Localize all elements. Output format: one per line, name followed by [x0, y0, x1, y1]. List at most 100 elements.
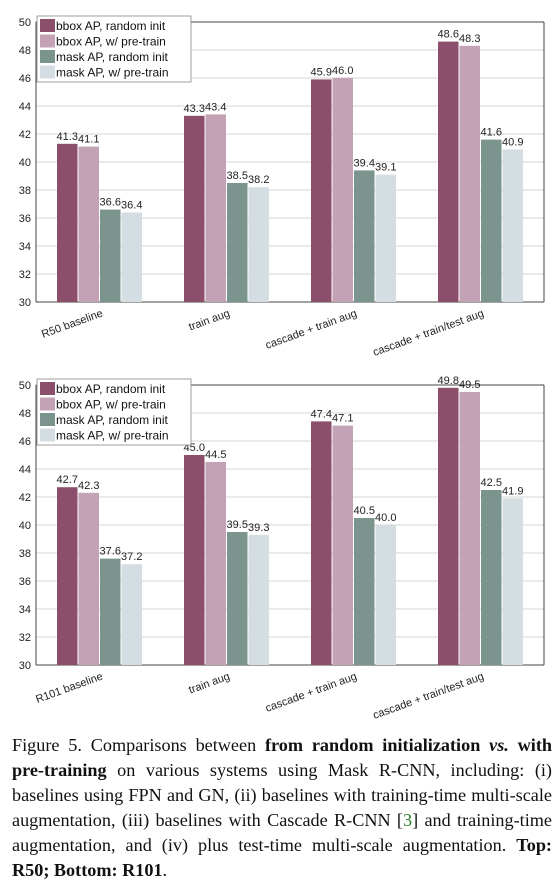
data-label: 42.7 — [57, 474, 78, 486]
y-tick-label: 30 — [19, 297, 31, 309]
data-label: 48.3 — [459, 33, 480, 45]
y-tick-label: 34 — [19, 241, 31, 253]
chart-top-r50: 30 32 34 36 38 40 42 44 46 48 50 41.3 41.1 36.6 36.4 R5… — [19, 15, 545, 359]
data-label: 42.3 — [78, 480, 99, 492]
data-label: 40.9 — [502, 136, 523, 148]
bar — [332, 425, 353, 665]
caption-text-2: on various systems using Mask R-CNN, inc… — [12, 760, 552, 830]
bar — [100, 209, 121, 302]
bar — [57, 487, 78, 665]
bar — [121, 212, 142, 302]
data-label: 43.4 — [205, 101, 226, 113]
data-label: 36.6 — [100, 197, 121, 209]
data-label: 47.1 — [332, 413, 353, 425]
bar — [332, 78, 353, 302]
legend-swatch — [40, 50, 55, 63]
bar — [481, 139, 502, 302]
caption-bold-3: Top: R50; Bottom: R101 — [12, 835, 552, 880]
data-label: 40.0 — [375, 512, 396, 524]
bar — [227, 532, 248, 665]
y-tick-label: 46 — [19, 436, 31, 448]
data-label: 48.6 — [438, 29, 459, 41]
y-tick-label: 46 — [19, 73, 31, 85]
bar — [205, 114, 226, 303]
bar — [354, 170, 375, 302]
caption-text-4: . — [162, 860, 168, 880]
legend-box — [36, 15, 192, 83]
legend-label: bbox AP, w/ pre-train — [56, 35, 166, 49]
data-label: 38.5 — [227, 170, 248, 182]
data-label: 43.3 — [184, 103, 205, 115]
legend-label: bbox AP, w/ pre-train — [56, 398, 166, 412]
bar — [227, 183, 248, 302]
data-label: 41.9 — [502, 485, 523, 497]
bar — [459, 45, 480, 303]
y-tick-label: 36 — [19, 576, 31, 588]
data-label: 36.4 — [121, 199, 142, 211]
data-label: 38.2 — [248, 174, 269, 186]
legend-swatch — [40, 397, 55, 411]
y-tick-label: 48 — [19, 408, 31, 420]
bar — [502, 498, 523, 665]
legend-box — [36, 378, 192, 446]
y-tick-label: 32 — [19, 269, 31, 281]
data-label: 39.4 — [354, 157, 375, 169]
y-tick-label: 42 — [19, 129, 31, 141]
bar — [78, 492, 99, 665]
bar — [121, 564, 142, 665]
y-tick-label: 32 — [19, 632, 31, 644]
bar — [184, 115, 205, 302]
figure-caption: Figure 5. Comparisons between from rando… — [12, 733, 552, 883]
x-tick-label: cascade + train aug — [264, 308, 359, 352]
y-tick-label: 38 — [19, 548, 31, 560]
bar — [375, 174, 396, 302]
legend-label: mask AP, w/ pre-train — [56, 66, 169, 80]
data-label: 37.2 — [121, 551, 142, 563]
bar — [311, 79, 332, 303]
data-label: 41.1 — [78, 134, 99, 146]
legend-label: mask AP, w/ pre-train — [56, 429, 169, 443]
legend-label: mask AP, random init — [56, 413, 168, 427]
bar — [459, 392, 480, 665]
data-label: 47.4 — [311, 408, 332, 420]
y-tick-label: 34 — [19, 604, 31, 616]
bar — [311, 421, 332, 665]
caption-citation[interactable]: 3 — [402, 810, 413, 830]
legend-label: bbox AP, random init — [56, 382, 166, 396]
bar — [184, 455, 205, 665]
data-label: 45.9 — [311, 66, 332, 78]
x-tick-label: cascade + train/test aug — [371, 308, 485, 359]
x-tick-label: R101 baseline — [34, 671, 104, 706]
bar — [438, 41, 459, 302]
data-label: 42.5 — [481, 477, 502, 489]
y-tick-label: 40 — [19, 157, 31, 169]
caption-fig-label: Figure 5. — [12, 735, 82, 755]
data-label: 41.3 — [57, 131, 78, 143]
data-label: 49.8 — [438, 375, 459, 387]
y-tick-label: 30 — [19, 660, 31, 672]
y-tick-label: 50 — [19, 17, 31, 29]
legend-swatch — [40, 65, 55, 79]
y-tick-label: 42 — [19, 492, 31, 504]
y-tick-label: 40 — [19, 520, 31, 532]
legend-swatch — [40, 34, 55, 48]
data-label: 39.1 — [375, 162, 396, 174]
x-tick-label: R50 baseline — [40, 308, 104, 341]
x-tick-label: train aug — [187, 308, 231, 334]
bar — [502, 149, 523, 302]
legend-swatch — [40, 428, 55, 442]
bar — [205, 462, 226, 665]
data-label: 49.5 — [459, 379, 480, 391]
caption-vs: vs. — [489, 735, 509, 755]
data-label: 39.3 — [248, 522, 269, 534]
caption-text-1: Comparisons between — [81, 735, 265, 755]
y-tick-label: 38 — [19, 185, 31, 197]
chart-bottom-r101: 30 32 34 36 38 40 42 44 46 48 50 42.7 42.3 37.6 37.2 R1… — [19, 375, 545, 722]
legend-swatch — [40, 413, 55, 426]
caption-text-3: ] and training-time augmentation, and (i… — [12, 810, 552, 855]
y-tick-label: 50 — [19, 380, 31, 392]
caption-bold-2: with pre-training — [12, 735, 552, 780]
data-label: 40.5 — [354, 505, 375, 517]
data-label: 39.5 — [227, 519, 248, 531]
bar — [248, 187, 269, 302]
